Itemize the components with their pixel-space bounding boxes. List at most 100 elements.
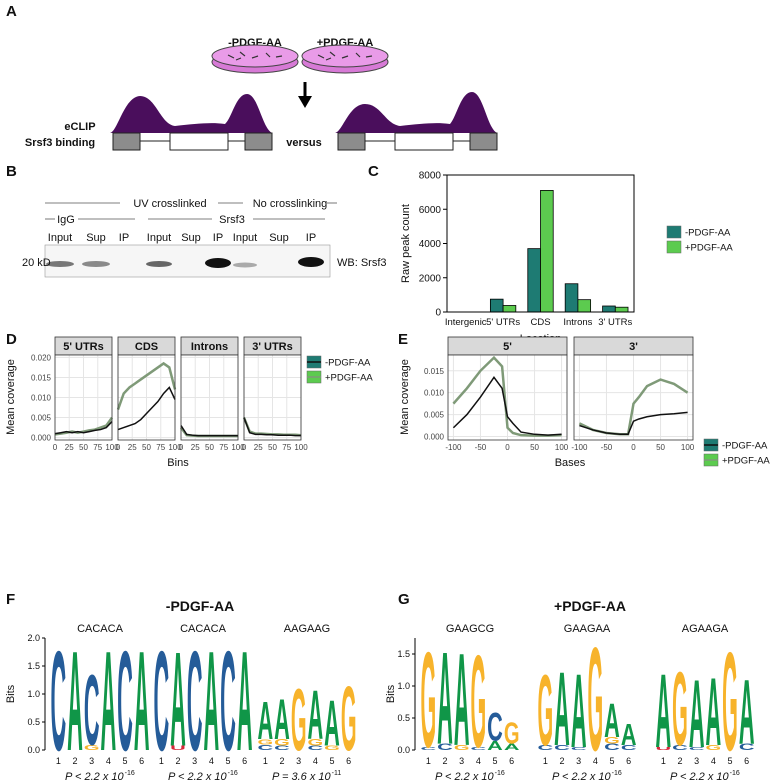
logo-letter: C	[308, 745, 324, 752]
antibody-label: Srsf3	[219, 214, 245, 226]
logo-letter: A	[621, 717, 637, 752]
y-tick-label: 0.010	[424, 389, 445, 398]
gene-structure	[112, 132, 498, 151]
position-label: 3	[296, 756, 301, 766]
logo-letter: C	[187, 622, 203, 781]
motif-label: AGAAGA	[682, 623, 729, 635]
logo-letter: A	[487, 738, 503, 753]
logo-letter: G	[706, 744, 722, 752]
y-axis-label: Mean coverage	[399, 359, 411, 435]
position-label: 3	[89, 756, 94, 766]
x-tick-label: 75	[156, 443, 165, 452]
bar	[614, 306, 629, 313]
coverage-line	[579, 411, 688, 436]
logo-letter: A	[324, 688, 340, 760]
y-tick-label: 0.000	[424, 432, 445, 441]
logo-letter: A	[554, 651, 570, 768]
panel-label: D	[6, 331, 17, 348]
logo-letter: C	[84, 655, 100, 767]
y-tick-label: 0.010	[31, 394, 52, 403]
panel-frame	[447, 354, 568, 441]
y-axis-label: Bits	[385, 684, 397, 703]
legend-label: -PDGF-AA	[722, 441, 768, 452]
logo-letter: G	[84, 743, 100, 752]
logo-letter: A	[134, 622, 150, 781]
y-tick-label: 0.020	[31, 353, 52, 362]
facet-title: 5'	[503, 341, 512, 353]
p-value: P < 2.2 x 10	[670, 771, 729, 783]
p-exponent: -16	[495, 770, 505, 777]
logo-letter: A	[689, 659, 705, 768]
facet-title: Introns	[191, 341, 228, 353]
p-exponent: -16	[612, 770, 622, 777]
p-value: P < 2.2 x 10	[435, 771, 494, 783]
logo-letter: G	[421, 624, 437, 776]
x-tick-label: 50	[142, 443, 151, 452]
x-tick-label: 100	[105, 443, 119, 452]
x-tick-label: 0	[179, 443, 184, 452]
x-tick-label: 50	[656, 443, 665, 452]
x-tick-label: 0	[505, 443, 510, 452]
track-label: eCLIP	[64, 121, 95, 133]
bracket-lines	[45, 202, 337, 220]
panel-label: A	[6, 3, 17, 20]
position-label: 6	[744, 756, 749, 766]
logo-letter: A	[454, 626, 470, 774]
y-tick-label: 0.005	[424, 411, 445, 420]
position-label: 3	[694, 756, 699, 766]
position-label: 1	[263, 756, 268, 766]
y-tick-label: 0.5	[27, 717, 40, 727]
p-value: P < 2.2 x 10	[168, 771, 227, 783]
panel-label: G	[398, 591, 410, 608]
position-label: 1	[159, 756, 164, 766]
x-tick-label: 5' UTRs	[486, 317, 520, 328]
logo-letter: A	[437, 625, 453, 773]
logo-letter: C	[604, 742, 620, 752]
lane-label: Input	[233, 232, 257, 244]
coverage-line	[117, 386, 176, 431]
x-tick-label: 25	[191, 443, 200, 452]
lane-label: Sup	[269, 232, 289, 244]
size-marker: 20 kD	[22, 257, 51, 269]
position-label: 5	[225, 756, 230, 766]
logo-letter: C	[554, 744, 570, 752]
logo-letter: A	[739, 661, 755, 764]
legend-label: -PDGF-AA	[685, 228, 731, 239]
position-label: 2	[442, 756, 447, 766]
position-label: 5	[727, 756, 732, 766]
position-label: 2	[175, 756, 180, 766]
y-tick-label: 1.5	[27, 661, 40, 671]
panel-frame	[573, 354, 694, 441]
logo-letter: G	[538, 654, 554, 767]
position-label: 1	[661, 756, 666, 766]
legend-label: +PDGF-AA	[722, 456, 770, 467]
legend-swatch	[666, 225, 682, 239]
blot-label: WB: Srsf3	[337, 257, 387, 269]
p-exponent: -16	[730, 770, 740, 777]
logo-letter: C	[487, 705, 503, 749]
facet-title: 3' UTRs	[252, 341, 293, 353]
x-tick-label: 0	[631, 443, 636, 452]
panel-label: E	[398, 331, 408, 348]
position-label: 2	[559, 756, 564, 766]
position-label: 5	[329, 756, 334, 766]
x-tick-label: 75	[219, 443, 228, 452]
position-label: 2	[72, 756, 77, 766]
logo-letter: C	[689, 746, 705, 751]
y-tick-label: 6000	[419, 205, 442, 216]
x-tick-label: CDS	[530, 317, 550, 328]
lane-label: Input	[48, 232, 72, 244]
p-value: P < 2.2 x 10	[552, 771, 611, 783]
x-tick-label: 25	[65, 443, 74, 452]
comparison-label: versus	[286, 137, 321, 149]
logo-letter: A	[706, 657, 722, 766]
x-tick-label: 25	[254, 443, 263, 452]
y-tick-label: 0.0	[27, 745, 40, 755]
x-tick-label: 75	[93, 443, 102, 452]
x-tick-label: 0	[53, 443, 58, 452]
logo-letter: A	[571, 653, 587, 770]
dish	[301, 44, 389, 74]
x-tick-label: -50	[475, 443, 487, 452]
logo-letter: C	[437, 742, 453, 752]
logo-letter: A	[170, 626, 186, 775]
